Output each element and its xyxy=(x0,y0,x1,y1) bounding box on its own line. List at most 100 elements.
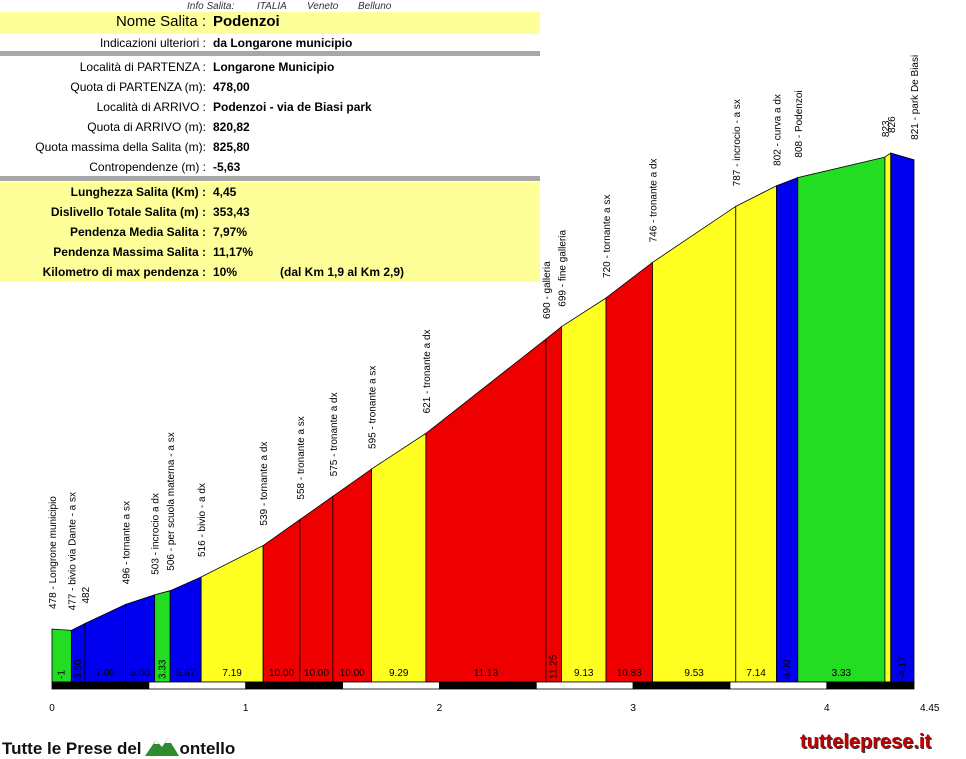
lunghezza-label: Lunghezza Salita (Km) : xyxy=(70,185,206,199)
pendenza-media-value: 7,97% xyxy=(213,225,248,239)
quota-arrivo-label: Quota di ARRIVO (m): xyxy=(87,120,206,134)
row-pendenza-massima: Pendenza Massima Salita : 11,17% xyxy=(0,242,540,262)
info-region: Veneto xyxy=(307,1,339,12)
nome-salita-value: Podenzoi xyxy=(213,13,280,30)
profile-segment xyxy=(884,152,892,683)
distance-bar-segment xyxy=(826,681,915,690)
row-dislivello: Dislivello Totale Salita (m) : 353,43 xyxy=(0,202,540,222)
row-lunghezza: Lunghezza Salita (Km) : 4,45 xyxy=(0,182,540,202)
segment-grade-label: 5.67 xyxy=(176,668,196,679)
waypoint-annotation: 699 - fine galleria xyxy=(557,230,568,307)
segment-grade-label: -4.17 xyxy=(897,656,908,679)
distance-bar-segment xyxy=(342,681,440,690)
waypoint-annotation: 823 xyxy=(881,120,892,137)
profile-segment xyxy=(735,185,777,683)
profile-segment xyxy=(262,518,301,683)
waypoint-annotation: 478 - Longrone municipio xyxy=(48,496,59,609)
profile-segment xyxy=(561,297,607,683)
waypoint-annotation: 539 - tornante a dx xyxy=(259,442,270,526)
row-localita-arrivo: Località di ARRIVO : Podenzoi - via de B… xyxy=(0,97,540,117)
km-max-pendenza-range: (dal Km 1,9 al Km 2,9) xyxy=(280,265,405,279)
row-km-max-pendenza: Kilometro di max pendenza : 10% (dal Km … xyxy=(0,262,540,282)
row-quota-massima: Quota massima della Salita (m): 825,80 xyxy=(0,137,540,157)
segment-grade-label: 11.13 xyxy=(474,668,499,679)
segment-grade-label: -1 xyxy=(57,670,68,679)
distance-bar-segment xyxy=(439,681,537,690)
profile-segment xyxy=(299,495,334,683)
segment-grade-label: 7.14 xyxy=(746,668,766,679)
profile-segment xyxy=(652,205,737,683)
quota-partenza-value: 478,00 xyxy=(213,80,250,94)
waypoint-annotation: 787 - incrocio - a sx xyxy=(732,99,743,186)
waypoint-annotation: 802 - curva a dx xyxy=(772,94,783,166)
info-province: Belluno xyxy=(358,1,392,12)
row-localita-partenza: Località di PARTENZA : Longarone Municip… xyxy=(0,57,540,77)
profile-segment xyxy=(200,544,264,683)
waypoint-annotation: 690 - galleria xyxy=(542,261,553,319)
mountain-logo-icon xyxy=(144,738,179,756)
waypoint-annotation: 821 - park De Biasi xyxy=(910,55,921,140)
segment-grade-label: 7.00 xyxy=(96,668,116,679)
waypoint-annotation: 575 - tronante a dx xyxy=(329,392,340,476)
segment-grade-label: 11.25 xyxy=(549,654,560,679)
segment-grade-label: 3.50 xyxy=(73,659,84,679)
waypoint-annotation: 558 - tronante a sx xyxy=(296,416,307,499)
km-max-pendenza-label: Kilometro di max pendenza : xyxy=(42,265,206,279)
pendenza-media-label: Pendenza Media Salita : xyxy=(69,225,206,239)
indicazioni-value: da Longarone municipio xyxy=(213,36,353,50)
segment-grade-label: 5.00 xyxy=(130,668,150,679)
x-tick-label: 2 xyxy=(437,703,443,714)
waypoint-annotation: 826 xyxy=(887,116,898,133)
segment-grade-label: 10.00 xyxy=(340,668,365,679)
row-contropendenze: Contropendenze (m) : -5,63 xyxy=(0,157,540,177)
distance-bar-segment xyxy=(729,681,828,690)
quota-massima-label: Quota massima della Salita (m): xyxy=(35,140,206,154)
footer-logo-text: Tutte le Prese del xyxy=(2,739,142,758)
profile-segment xyxy=(332,468,373,683)
waypoint-annotation: 506 - per scuola materna - a sx xyxy=(166,432,177,570)
distance-bar-segment xyxy=(51,681,150,690)
separator xyxy=(0,176,540,181)
profile-segment xyxy=(425,338,547,683)
segment-grade-label: 10.00 xyxy=(304,668,329,679)
lunghezza-value: 4,45 xyxy=(213,185,237,199)
info-salita-label: Info Salita: xyxy=(187,1,235,12)
segment-grade-label: 9.53 xyxy=(684,668,704,679)
profile-segment xyxy=(371,432,427,683)
distance-bar-segment xyxy=(632,681,731,690)
waypoint-annotation: 516 - bivio - a dx xyxy=(197,483,208,557)
localita-arrivo-label: Località di ARRIVO : xyxy=(96,100,206,114)
separator xyxy=(0,51,540,56)
profile-segment xyxy=(545,325,562,683)
segment-grade-label: 7.19 xyxy=(222,668,242,679)
x-tick-label: 4 xyxy=(824,703,830,714)
segment-grade-label: 9.13 xyxy=(574,668,594,679)
dislivello-value: 353,43 xyxy=(213,205,250,219)
distance-bar-segment xyxy=(535,681,634,690)
segment-grade-label: 3.33 xyxy=(832,668,852,679)
row-quota-arrivo: Quota di ARRIVO (m): 820,82 xyxy=(0,117,540,137)
localita-arrivo-value: Podenzoi - via de Biasi park xyxy=(213,100,372,114)
pendenza-massima-label: Pendenza Massima Salita : xyxy=(53,245,206,259)
x-tick-label: 1 xyxy=(243,703,249,714)
waypoint-annotation: 595 - tronante a sx xyxy=(368,366,379,449)
nome-salita-label: Nome Salita : xyxy=(115,13,206,30)
profile-segment xyxy=(605,261,653,683)
site-url[interactable]: tutteleprese.it xyxy=(800,731,932,753)
profile-segment xyxy=(890,152,915,683)
pendenza-massima-value: 11,17% xyxy=(213,245,254,259)
segment-grade-label: 6.00 xyxy=(782,659,793,679)
segment-grade-label: 10.83 xyxy=(617,668,642,679)
localita-partenza-label: Località di PARTENZA : xyxy=(79,60,206,74)
segment-grade-label: 3.33 xyxy=(157,659,168,679)
localita-partenza-value: Longarone Municipio xyxy=(213,60,335,74)
segment-grade-label: 10.00 xyxy=(269,668,294,679)
quota-arrivo-value: 820,82 xyxy=(213,120,250,134)
waypoint-annotation: 503 - incrocio a dx xyxy=(151,493,162,575)
profile-segment xyxy=(169,576,202,683)
distance-bar-segment xyxy=(148,681,247,690)
indicazioni-label: Indicazioni ulteriori : xyxy=(99,36,206,50)
row-pendenza-media: Pendenza Media Salita : 7,97% xyxy=(0,222,540,242)
km-max-pendenza-value: 10% xyxy=(213,265,238,279)
